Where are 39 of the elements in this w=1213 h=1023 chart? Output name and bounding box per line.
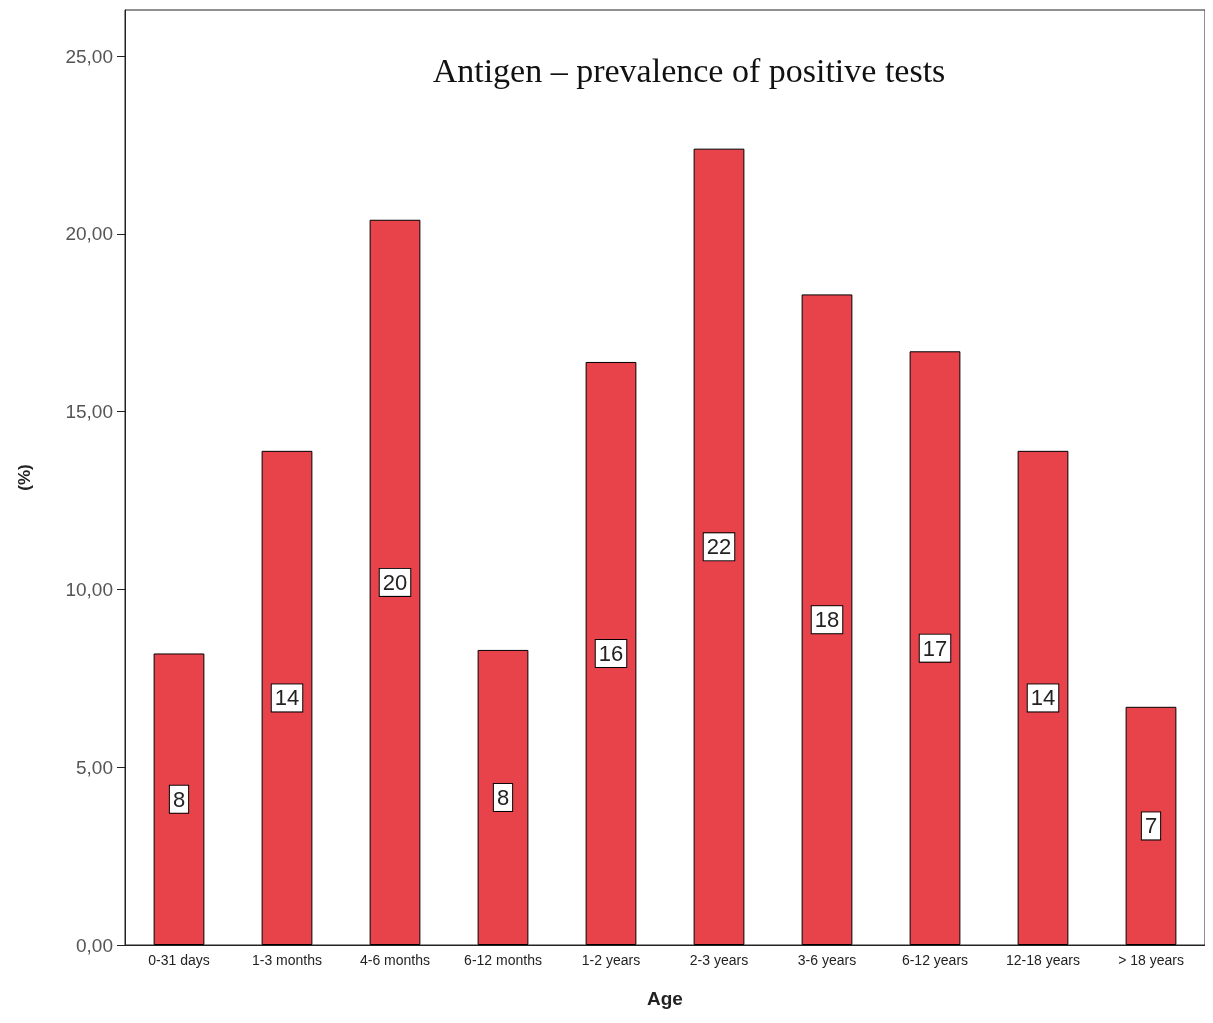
x-tick-label: 1-2 years: [581, 952, 641, 968]
data-label: 17: [922, 635, 948, 661]
bar: [261, 450, 313, 945]
bar: [801, 294, 853, 945]
bar: [369, 219, 421, 945]
bar: [909, 351, 961, 945]
data-label: 8: [496, 784, 510, 810]
x-tick-label: 2-3 years: [689, 952, 749, 968]
data-label: 14: [274, 685, 300, 711]
x-tick-label: > 18 years: [1118, 952, 1184, 968]
x-tick-label: 4-6 months: [359, 952, 431, 968]
y-tick-label: 5,00: [76, 756, 113, 778]
x-tick-label: 6-12 months: [464, 952, 542, 968]
y-tick-label: 0,00: [76, 934, 113, 956]
x-axis-title: Age: [647, 988, 683, 1009]
data-label: 16: [598, 640, 624, 666]
data-label: 18: [814, 607, 840, 633]
bar: [693, 148, 745, 945]
bar: [1017, 450, 1069, 945]
x-tick-label: 3-6 years: [797, 952, 857, 968]
y-tick-label: 15,00: [65, 401, 113, 423]
y-tick-label: 25,00: [65, 45, 113, 67]
text: Antigen – prevalence of positive tests: [432, 51, 946, 89]
x-tick-label: 1-3 months: [251, 952, 323, 968]
data-label: 8: [172, 786, 186, 812]
y-tick-label: 20,00: [65, 223, 113, 245]
data-label: 20: [382, 569, 408, 595]
bar: [153, 653, 205, 945]
bar: [585, 361, 637, 945]
data-label: 22: [706, 534, 732, 560]
data-label: 7: [1144, 813, 1158, 839]
bar: [1125, 706, 1177, 945]
x-tick-label: 6-12 years: [901, 952, 969, 968]
bar: [477, 649, 529, 945]
x-tick-label: 12-18 years: [1006, 952, 1080, 968]
data-label: 14: [1030, 685, 1056, 711]
y-tick-label: 10,00: [65, 578, 113, 600]
x-tick-label: 0-31 days: [148, 952, 210, 968]
y-axis-title: (%): [15, 464, 34, 491]
